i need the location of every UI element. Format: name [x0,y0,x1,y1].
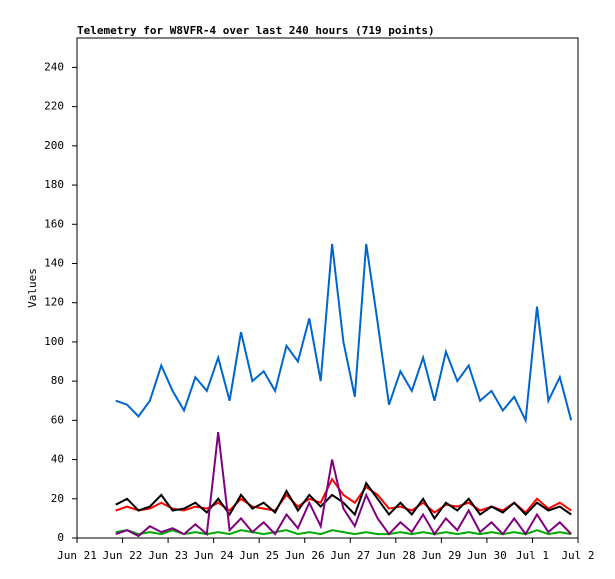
y-tick-label: 220 [44,100,64,113]
x-tick-label: Jun 25 [239,549,279,562]
y-tick-label: 80 [51,374,64,387]
y-tick-label: 180 [44,178,64,191]
y-tick-label: 140 [44,256,64,269]
x-tick-label: Jul 2 [561,549,594,562]
x-tick-label: Jun 22 [103,549,143,562]
x-tick-label: Jun 28 [376,549,416,562]
x-tick-label: Jun 29 [421,549,461,562]
x-tick-label: Jun 23 [148,549,188,562]
series-line [115,431,572,538]
y-tick-label: 20 [51,492,64,505]
x-tick-label: Jul 1 [516,549,549,562]
y-tick-label: 200 [44,139,64,152]
series-line [115,480,572,521]
y-tick-label: 160 [44,217,64,230]
x-tick-label: Jun 26 [285,549,325,562]
x-tick-label: Jun 27 [330,549,370,562]
series-line [115,243,573,425]
x-tick-label: Jun 30 [467,549,507,562]
plot-frame [76,37,579,539]
y-axis-label: Values [26,268,39,308]
y-tick-label: 60 [51,413,64,426]
x-tick-label: Jun 24 [194,549,234,562]
y-tick-label: 0 [57,531,64,544]
y-tick-label: 120 [44,296,64,309]
y-tick-label: 40 [51,453,64,466]
x-tick-label: Jun 21 [57,549,97,562]
series-line [115,529,572,536]
y-tick-label: 100 [44,335,64,348]
chart-title: Telemetry for W8VFR-4 over last 240 hour… [77,24,435,37]
y-tick-label: 240 [44,60,64,73]
